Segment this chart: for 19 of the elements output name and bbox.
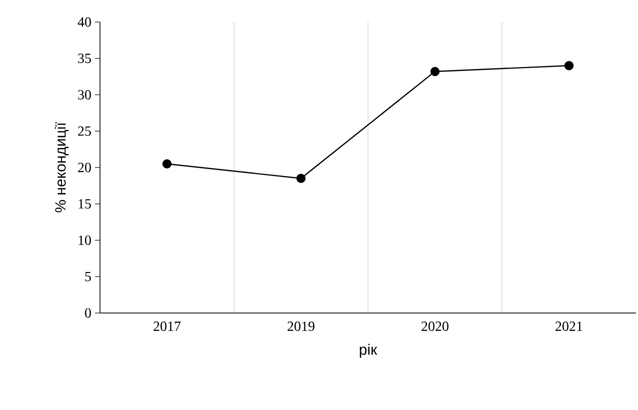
y-tick-label: 30 [78, 90, 91, 100]
x-tick-label: 2019 [288, 322, 314, 331]
x-tick-label: 2020 [422, 322, 448, 331]
y-tick-label: 0 [85, 308, 91, 318]
point [430, 66, 440, 76]
y-tick-label: 25 [78, 126, 91, 136]
y-tick-label: 40 [78, 17, 91, 27]
point [162, 159, 172, 168]
y-tick-label: 10 [78, 236, 91, 245]
point [564, 61, 574, 70]
y-tick-label: 20 [78, 162, 91, 172]
y-tick-label: 35 [78, 54, 91, 64]
y-axis-title: % некондиції [54, 122, 69, 212]
y-tick-label: 5 [85, 272, 91, 282]
point [296, 174, 306, 184]
x-axis-title: рік [360, 344, 378, 358]
x-tick-label: 2021 [556, 322, 582, 331]
y-tick-label: 15 [78, 199, 91, 209]
x-tick-label: 2017 [154, 322, 181, 331]
